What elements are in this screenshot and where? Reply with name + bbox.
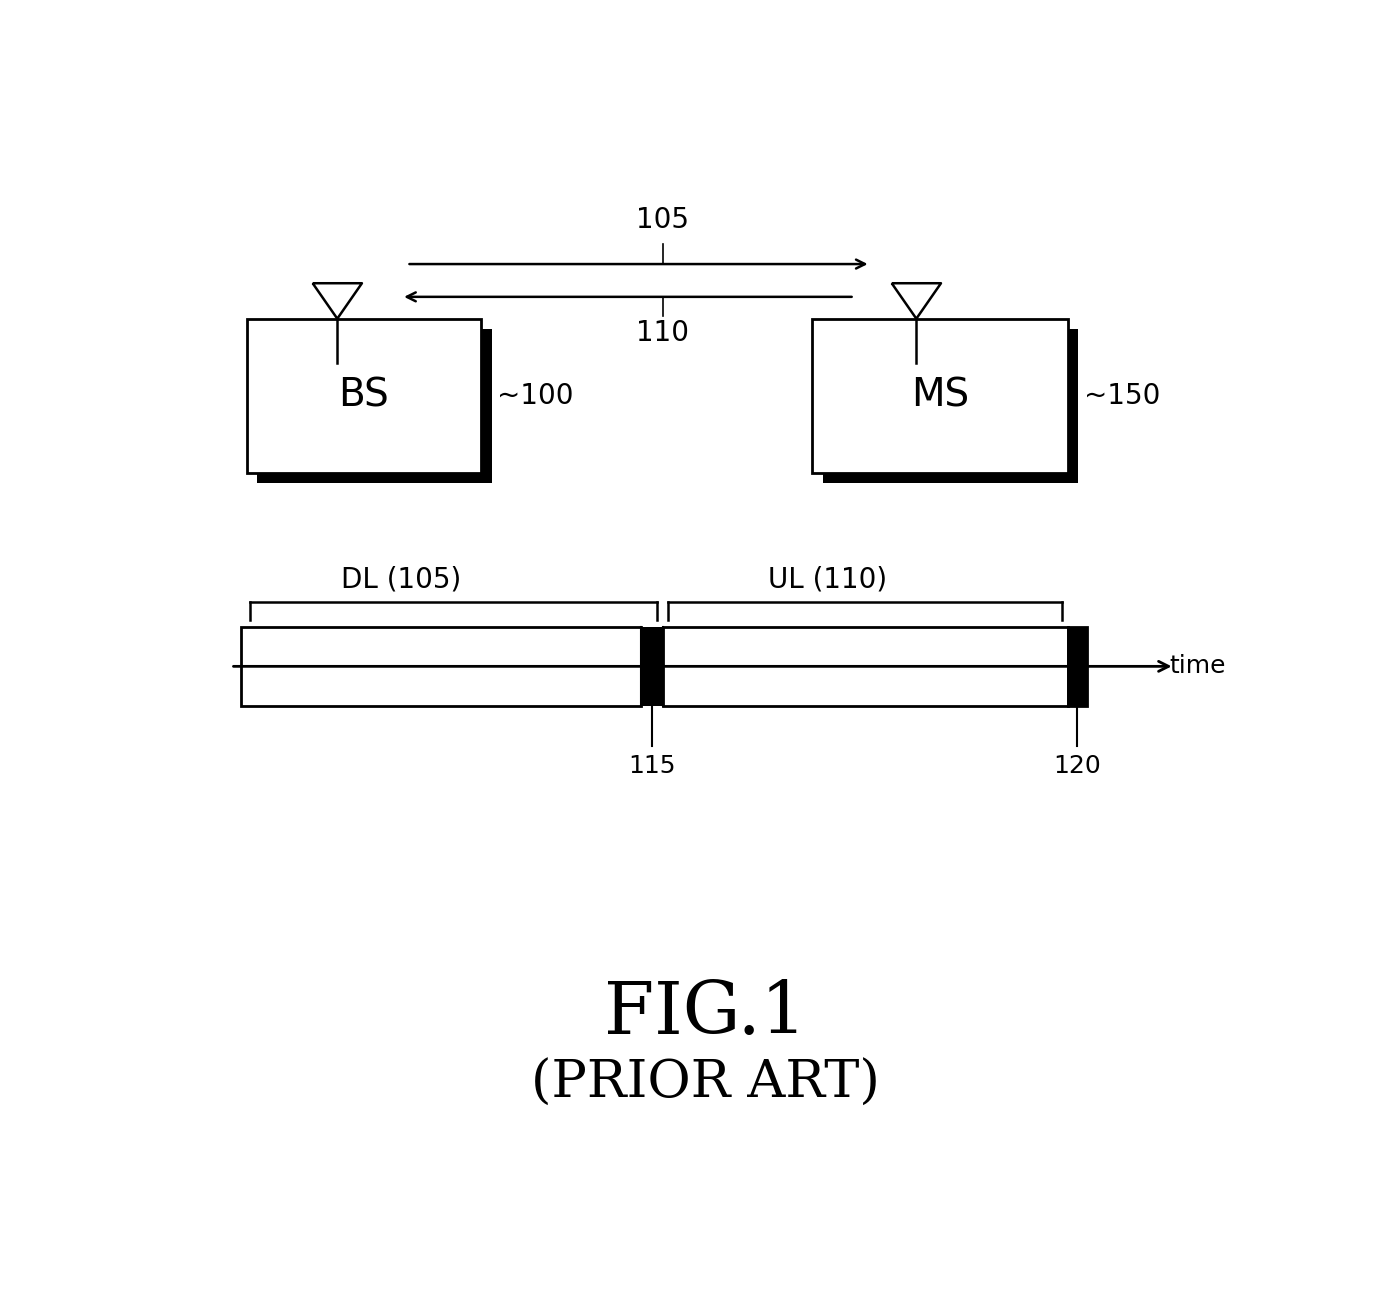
Bar: [1068, 627, 1087, 706]
Bar: [823, 329, 1079, 482]
Text: BS: BS: [338, 377, 389, 414]
Text: 115: 115: [627, 753, 676, 778]
Text: time: time: [1170, 654, 1226, 679]
Text: ~100: ~100: [497, 382, 574, 410]
Bar: [241, 627, 641, 706]
Text: 105: 105: [636, 206, 689, 235]
Text: FIG.1: FIG.1: [604, 979, 806, 1049]
Text: DL (105): DL (105): [341, 566, 461, 593]
Text: 110: 110: [636, 319, 689, 347]
Bar: [663, 627, 1068, 706]
Text: MS: MS: [911, 377, 969, 414]
Bar: [1068, 627, 1087, 706]
Bar: [641, 627, 663, 706]
Text: (PRIOR ART): (PRIOR ART): [531, 1058, 879, 1109]
Text: UL (110): UL (110): [768, 566, 888, 593]
Text: ~150: ~150: [1084, 382, 1160, 410]
Bar: [812, 319, 1068, 472]
Bar: [246, 319, 482, 472]
Bar: [257, 329, 493, 482]
Text: 120: 120: [1054, 753, 1101, 778]
